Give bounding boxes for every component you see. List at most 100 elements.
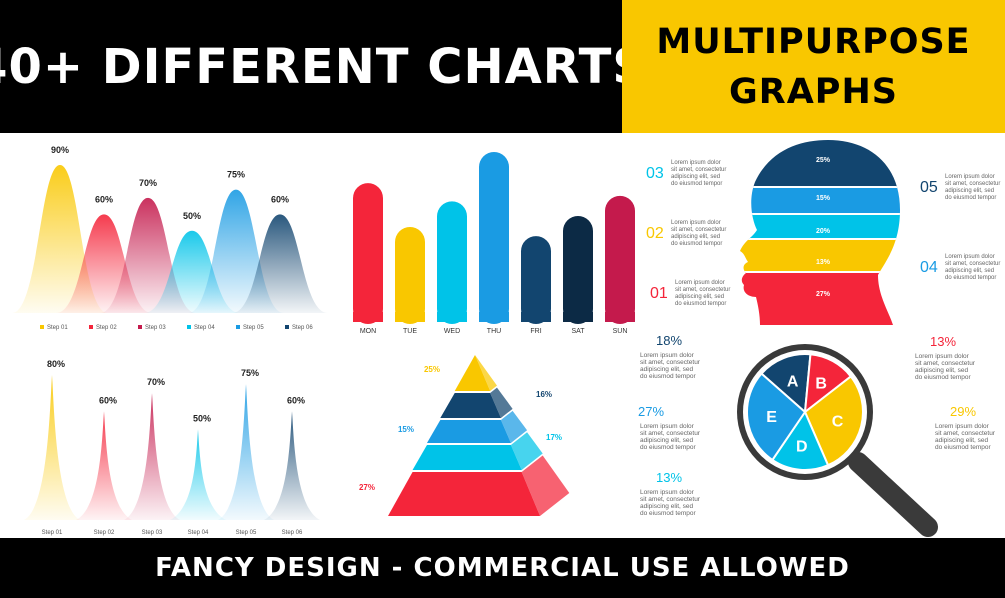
pie-callout-text: sit amet, consectetur [640, 359, 701, 366]
pie-slice-label: D [796, 438, 808, 455]
callout-text: do eiusmod tempor [671, 241, 722, 247]
pie-slice-e [746, 372, 807, 462]
spike-series-4 [170, 429, 226, 520]
pie-callout-text: Lorem ipsum dolor [640, 489, 695, 496]
tick-label: Step 03 [142, 530, 163, 536]
pie-slice-label: E [766, 409, 777, 426]
callout-text: do eiusmod tempor [945, 275, 996, 281]
tick-label: Step 02 [94, 530, 115, 536]
spike-series-3 [124, 393, 180, 520]
bar-fri [521, 236, 551, 324]
callout-text: sit amet, consectetur [945, 181, 1000, 187]
pyramid-side [490, 387, 513, 418]
value-label: 60% [99, 395, 117, 405]
pyramid-label: 16% [536, 390, 552, 399]
pie-slice-label: C [832, 413, 844, 430]
bar-base [353, 312, 383, 322]
value-label: 50% [183, 211, 201, 221]
bar-sat [563, 215, 593, 324]
callout-text: Lorem ipsum dolor [675, 280, 725, 286]
pie-callout-text: adipiscing elit, sed [640, 503, 693, 510]
callout-text: adipiscing elit, sed [945, 268, 994, 274]
pie-slice-label: A [787, 374, 799, 391]
legend-label: Step 06 [292, 325, 313, 331]
callout-text: do eiusmod tempor [945, 195, 996, 201]
callout-text: adipiscing elit, sed [671, 174, 720, 180]
legend-label: Step 01 [47, 325, 68, 331]
tick-label: Step 06 [282, 530, 303, 536]
tick-label: Step 05 [236, 530, 257, 536]
main-title: 40+ DIFFERENT CHARTS [0, 38, 648, 95]
bar-wed [437, 201, 467, 324]
bar-base [521, 312, 551, 322]
value-label: 75% [227, 170, 245, 180]
spike-series-5 [218, 384, 274, 520]
value-label: 60% [287, 395, 305, 405]
callout-text: Lorem ipsum dolor [945, 174, 995, 180]
callout-text: sit amet, consectetur [675, 287, 730, 293]
tick-label: SAT [571, 328, 585, 335]
pie-callout-value: 18% [656, 333, 682, 348]
subtitle-line-2: GRAPHS [729, 71, 898, 112]
head-layer-label: 20% [816, 228, 831, 235]
legend-swatch [187, 325, 191, 329]
callout-text: sit amet, consectetur [945, 261, 1000, 267]
callout-text: adipiscing elit, sed [945, 188, 994, 194]
head-layer-label: 15% [816, 195, 831, 202]
pie-callout-value: 13% [656, 470, 682, 485]
callout-text: sit amet, consectetur [671, 227, 726, 233]
legend-swatch [40, 325, 44, 329]
pyramid-side [510, 432, 543, 470]
legend-label: Step 03 [145, 325, 166, 331]
bar-mon [353, 183, 383, 324]
tick-label: Step 04 [188, 530, 209, 536]
header-right-banner: MULTIPURPOSE GRAPHS [622, 0, 1005, 133]
head-layer [740, 272, 900, 325]
value-label: 60% [95, 194, 113, 204]
pie-callout-text: sit amet, consectetur [640, 496, 701, 503]
pie-callout-text: Lorem ipsum dolor [640, 423, 695, 430]
value-label: 80% [47, 359, 65, 369]
pyramid-label: 27% [359, 483, 375, 492]
pie-callout-text: Lorem ipsum dolor [640, 352, 695, 359]
legend-swatch [89, 325, 93, 329]
pyramid-label: 15% [398, 425, 414, 434]
pyramid-side [475, 355, 497, 391]
legend-label: Step 02 [96, 325, 117, 331]
callout-number: 02 [646, 225, 664, 242]
callout-text: Lorem ipsum dolor [671, 160, 721, 166]
bar-thu [479, 152, 509, 324]
legend-swatch [138, 325, 142, 329]
footer-text: FANCY DESIGN - COMMERCIAL USE ALLOWED [155, 553, 850, 583]
pyramid-layer [388, 472, 540, 516]
bar-base [479, 312, 509, 322]
tick-label: TUE [403, 328, 417, 335]
bar-base [395, 312, 425, 322]
pie-callout-value: 29% [950, 404, 976, 419]
bar-tue [395, 226, 425, 324]
subtitle-line-1: MULTIPURPOSE [656, 21, 971, 62]
tick-label: SUN [613, 328, 628, 335]
layer-divider [740, 238, 900, 240]
pie-callout-text: Lorem ipsum dolor [935, 423, 990, 430]
magnifier-handle [848, 452, 938, 537]
value-label: 60% [271, 194, 289, 204]
pie-callout-text: do eiusmod tempor [915, 374, 971, 381]
pie-callout-text: sit amet, consectetur [935, 430, 996, 437]
pie-callout-text: do eiusmod tempor [935, 444, 991, 451]
pie-callout-text: sit amet, consectetur [915, 360, 976, 367]
pyramid-side [500, 410, 528, 443]
callout-number: 04 [920, 259, 938, 276]
layer-divider [740, 271, 900, 273]
legend-label: Step 04 [194, 325, 215, 331]
header-left-banner: 40+ DIFFERENT CHARTS [0, 0, 647, 133]
head-layer [740, 187, 900, 214]
footer-banner: FANCY DESIGN - COMMERCIAL USE ALLOWED [0, 538, 1005, 598]
head-layer-label: 27% [816, 291, 831, 298]
pie-callout-text: adipiscing elit, sed [640, 366, 693, 373]
head-layer [740, 214, 900, 239]
callout-text: Lorem ipsum dolor [671, 220, 721, 226]
value-label: 70% [139, 178, 157, 188]
legend-swatch [285, 325, 289, 329]
layer-divider [740, 186, 900, 188]
